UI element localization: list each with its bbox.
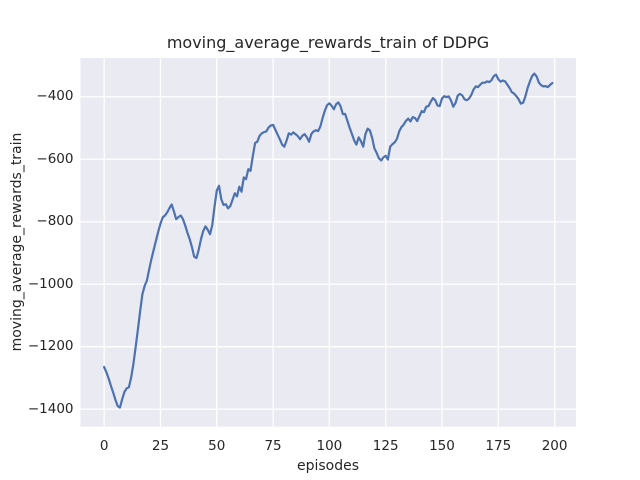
x-tick-label-75: 75 (264, 438, 282, 454)
y-tick-label--800: −800 (36, 213, 74, 230)
y-tick-label--1400: −1400 (27, 400, 74, 417)
y-tick-label--400: −400 (36, 88, 74, 105)
x-tick-label-50: 50 (208, 438, 226, 454)
y-tick-label--1000: −1000 (27, 275, 74, 292)
x-axis-label: episodes (296, 458, 360, 474)
x-tick-label-175: 175 (485, 438, 512, 454)
x-tick-label-25: 25 (151, 438, 170, 454)
x-tick-label-0: 0 (99, 438, 109, 454)
x-tick-label-150: 150 (429, 438, 455, 454)
chart-title: moving_average_rewards_train of DDPG (166, 33, 490, 52)
axes-background (80, 58, 576, 427)
y-tick-label--1200: −1200 (27, 338, 74, 355)
y-axis-label: moving_average_rewards_train (9, 132, 25, 352)
y-tick-label--600: −600 (36, 150, 74, 167)
x-tick-label-100: 100 (316, 438, 343, 454)
x-tick-label-200: 200 (541, 438, 568, 454)
series-line-moving_average_rewards_train (102, 72, 554, 409)
x-tick-label-125: 125 (372, 438, 399, 454)
